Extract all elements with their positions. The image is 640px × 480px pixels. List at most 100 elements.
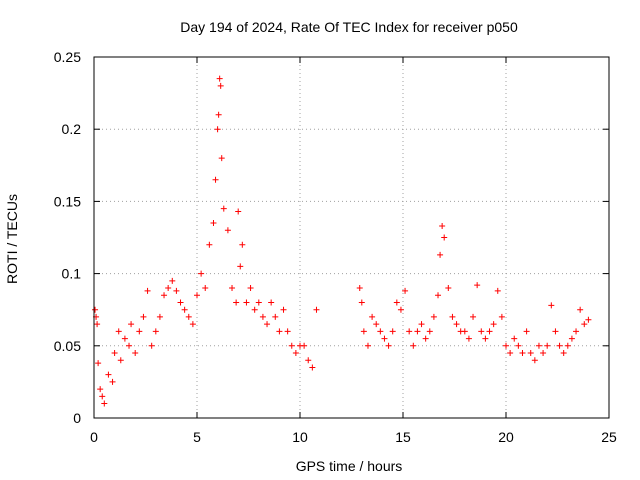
data-point	[309, 364, 316, 371]
data-point	[243, 299, 250, 306]
data-point	[189, 321, 196, 328]
data-point	[381, 335, 388, 342]
data-point	[511, 335, 518, 342]
data-point	[101, 400, 108, 407]
data-point	[389, 328, 396, 335]
data-point	[577, 306, 584, 313]
data-point	[313, 306, 320, 313]
chart-title: Day 194 of 2024, Rate Of TEC Index for r…	[180, 19, 518, 35]
data-point	[535, 342, 542, 349]
data-point	[548, 302, 555, 309]
tick-labels: 0 5 10 15 20 25 0 0.05 0.1 0.15 0.2 0.25	[54, 49, 617, 445]
data-point	[364, 342, 371, 349]
data-point	[402, 287, 409, 294]
data-point	[449, 313, 456, 320]
data-point	[393, 299, 400, 306]
data-points	[92, 75, 592, 407]
data-point	[251, 306, 258, 313]
data-point	[418, 321, 425, 328]
data-point	[272, 313, 279, 320]
data-point	[224, 227, 231, 234]
data-point	[441, 234, 448, 241]
data-point	[237, 263, 244, 270]
data-point	[523, 328, 530, 335]
data-point	[564, 342, 571, 349]
data-point	[148, 342, 155, 349]
data-point	[430, 313, 437, 320]
data-point	[552, 328, 559, 335]
data-point	[503, 342, 509, 349]
data-point	[410, 342, 417, 349]
data-point	[169, 277, 176, 284]
data-point	[161, 292, 168, 299]
data-point	[247, 285, 254, 292]
x-tick-label: 0	[90, 429, 98, 445]
data-point	[453, 321, 460, 328]
data-point	[233, 299, 240, 306]
data-point	[220, 205, 227, 212]
y-tick-label: 0.2	[62, 121, 82, 137]
data-point	[97, 386, 104, 393]
x-tick-label: 25	[601, 429, 617, 445]
data-point	[470, 313, 477, 320]
data-point	[494, 287, 501, 294]
data-point	[482, 335, 489, 342]
y-tick-label: 0.1	[62, 266, 82, 282]
data-point	[177, 299, 184, 306]
y-axis-label: ROTI / TECUs	[4, 194, 20, 284]
data-point	[95, 360, 102, 367]
data-point	[156, 313, 163, 320]
data-point	[422, 335, 429, 342]
data-point	[585, 316, 592, 323]
data-point	[194, 292, 200, 299]
y-tick-label: 0.25	[54, 49, 81, 65]
data-point	[397, 306, 404, 313]
data-point	[439, 222, 446, 229]
data-point	[531, 357, 538, 364]
data-point	[229, 285, 236, 292]
data-point	[115, 328, 122, 335]
data-point	[292, 350, 299, 357]
data-point	[206, 241, 213, 248]
data-point	[358, 299, 365, 306]
data-point	[527, 350, 534, 357]
data-point	[217, 82, 224, 89]
data-point	[385, 342, 392, 349]
data-point	[202, 285, 209, 292]
axis-ticks	[93, 56, 610, 419]
data-point	[126, 342, 133, 349]
data-point	[152, 328, 159, 335]
data-point	[507, 350, 514, 357]
data-point	[544, 342, 551, 349]
data-point	[305, 357, 312, 364]
data-point	[239, 241, 246, 248]
data-point	[568, 335, 575, 342]
data-point	[121, 335, 128, 342]
y-tick-label: 0.05	[54, 338, 81, 354]
data-point	[369, 313, 376, 320]
data-point	[490, 321, 497, 328]
data-point	[465, 335, 472, 342]
data-point	[264, 321, 271, 328]
data-point	[373, 321, 380, 328]
plot-frame	[93, 56, 610, 419]
data-point	[276, 328, 283, 335]
data-point	[478, 328, 485, 335]
data-point	[212, 176, 219, 183]
data-point	[235, 208, 242, 215]
data-point	[581, 321, 588, 328]
data-point	[198, 270, 205, 277]
data-point	[360, 328, 367, 335]
data-point	[99, 393, 106, 400]
data-point	[486, 328, 493, 335]
data-point	[132, 350, 139, 357]
data-point	[498, 313, 505, 320]
grid-lines	[94, 57, 609, 418]
data-point	[144, 287, 151, 294]
data-point	[461, 328, 468, 335]
data-point	[414, 328, 421, 335]
data-point	[173, 287, 180, 294]
x-axis-label: GPS time / hours	[296, 458, 403, 474]
data-point	[255, 299, 262, 306]
